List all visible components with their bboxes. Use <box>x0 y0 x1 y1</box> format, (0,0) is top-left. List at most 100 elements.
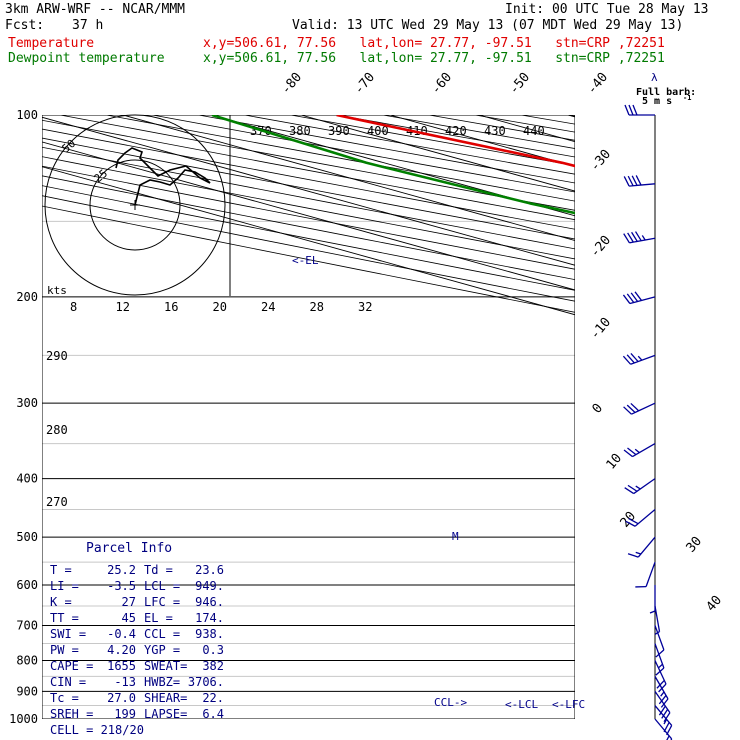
dry-adiabat <box>614 115 740 719</box>
parcel-info-cell: LCL = <box>144 579 180 593</box>
barb-legend-mark: λ <box>651 71 658 84</box>
barb-flag <box>661 709 669 719</box>
theta-label-top: 440 <box>523 124 545 138</box>
hodo-speed-label: 16 <box>164 300 178 314</box>
barb-shaft <box>654 625 665 651</box>
parcel-info-cell: 23.6 <box>195 563 224 577</box>
wind-barb-130 <box>623 175 656 187</box>
barb-flag <box>626 354 635 364</box>
barb-shaft <box>654 705 673 726</box>
barb-legend-exp: -1 <box>683 94 691 102</box>
isotherm <box>122 115 575 242</box>
wind-barb-100 <box>624 104 655 116</box>
parcel-info-cell: -3.5 <box>107 579 136 593</box>
parcel-info-cell: CIN = <box>50 675 86 689</box>
wind-barb-450 <box>625 509 656 527</box>
hodo-ring <box>89 159 181 251</box>
isotherm-label: -40 <box>585 70 612 98</box>
isotherm-label: -80 <box>279 70 306 98</box>
wind-barb-550 <box>635 561 656 588</box>
pressure-label-300: 300 <box>16 396 38 410</box>
theta-label-top: 390 <box>328 124 350 138</box>
barb-flag <box>663 712 671 723</box>
parcel-info-cell: K = <box>50 595 72 609</box>
isotherm <box>300 115 575 192</box>
isotherm <box>42 141 575 291</box>
barb-flag <box>627 484 638 492</box>
barb-flag <box>628 518 639 525</box>
lfc-marker: <-LFC <box>552 698 585 711</box>
barb-shaft <box>654 676 669 700</box>
barb-shaft <box>630 354 656 365</box>
barb-shaft <box>629 237 656 244</box>
parcel-info-cell: 0.3 <box>202 643 224 657</box>
barb-half-flag <box>666 735 670 740</box>
dry-adiabat <box>660 115 740 719</box>
barb-shaft <box>654 718 673 740</box>
parcel-info-cell: 174. <box>195 611 224 625</box>
dry-adiabat <box>290 115 575 166</box>
barb-flag <box>623 406 632 415</box>
m-marker: M <box>452 530 459 543</box>
isotherm-label: 40 <box>704 593 726 615</box>
parcel-info-cell: PW = <box>50 643 79 657</box>
barb-flag <box>631 175 638 186</box>
pressure-label-100: 100 <box>16 108 38 122</box>
hodo-speed-label: 28 <box>310 300 324 314</box>
parcel-info-cell: 1655 <box>107 659 136 673</box>
parcel-info-cell: 4.20 <box>107 643 136 657</box>
barb-shaft <box>632 443 656 458</box>
wind-barb-350 <box>623 443 656 458</box>
pressure-label-400: 400 <box>16 472 38 486</box>
barb-shaft <box>645 561 656 587</box>
isotherm-label: -30 <box>588 147 615 175</box>
isotherm <box>42 166 575 316</box>
barb-flag <box>628 104 634 116</box>
moist-adiabat <box>659 297 740 719</box>
pressure-label-1000: 1000 <box>9 712 38 726</box>
dry-adiabat <box>567 115 575 117</box>
isotherm <box>657 115 740 719</box>
parcel-info-cell: 949. <box>195 579 224 593</box>
parcel-info-cell: CCL = <box>144 627 180 641</box>
pressure-label-800: 800 <box>16 653 38 667</box>
dry-adiabat <box>244 115 575 175</box>
sounding-series <box>211 115 575 215</box>
wind-barb-850 <box>654 676 669 708</box>
barb-shaft <box>654 643 665 669</box>
isotherm-label: 0 <box>590 401 607 417</box>
barb-flag <box>624 487 635 495</box>
theta-label-left: 270 <box>46 495 68 509</box>
hodo-speed-label: 32 <box>358 300 372 314</box>
barb-flag <box>627 232 634 243</box>
hodo-ring <box>44 114 226 296</box>
dry-adiabat <box>706 115 740 719</box>
legend-dewpoint: Dewpoint temperature <box>8 51 165 66</box>
barb-flag <box>625 520 636 527</box>
theta-label-top: 420 <box>445 124 467 138</box>
parcel-info-cell: 199 <box>114 707 136 721</box>
pressure-label-500: 500 <box>16 530 38 544</box>
hodo-units: kts <box>47 284 67 297</box>
barb-half-flag <box>649 610 656 614</box>
forecast-label: Fcst: <box>5 18 45 33</box>
wind-barb-200 <box>622 291 656 305</box>
barb-flag <box>623 233 630 244</box>
barb-shaft <box>629 296 656 305</box>
barb-flag <box>656 679 665 689</box>
barb-half-flag <box>634 448 640 454</box>
dry-adiabat <box>429 115 575 141</box>
dry-adiabat <box>521 115 575 125</box>
legend-temperature: Temperature <box>8 36 95 51</box>
barb-flag <box>630 402 640 412</box>
barb-flag <box>624 104 630 116</box>
pressure-label-700: 700 <box>16 618 38 632</box>
grid-lines <box>42 115 740 719</box>
parcel-info-cell: YGP = <box>144 643 180 657</box>
barb-shaft <box>654 660 667 685</box>
isotherm <box>567 115 575 118</box>
parcel-info-cell-motion: CELL = 218/20 <box>50 723 144 737</box>
dry-adiabat <box>475 115 575 133</box>
